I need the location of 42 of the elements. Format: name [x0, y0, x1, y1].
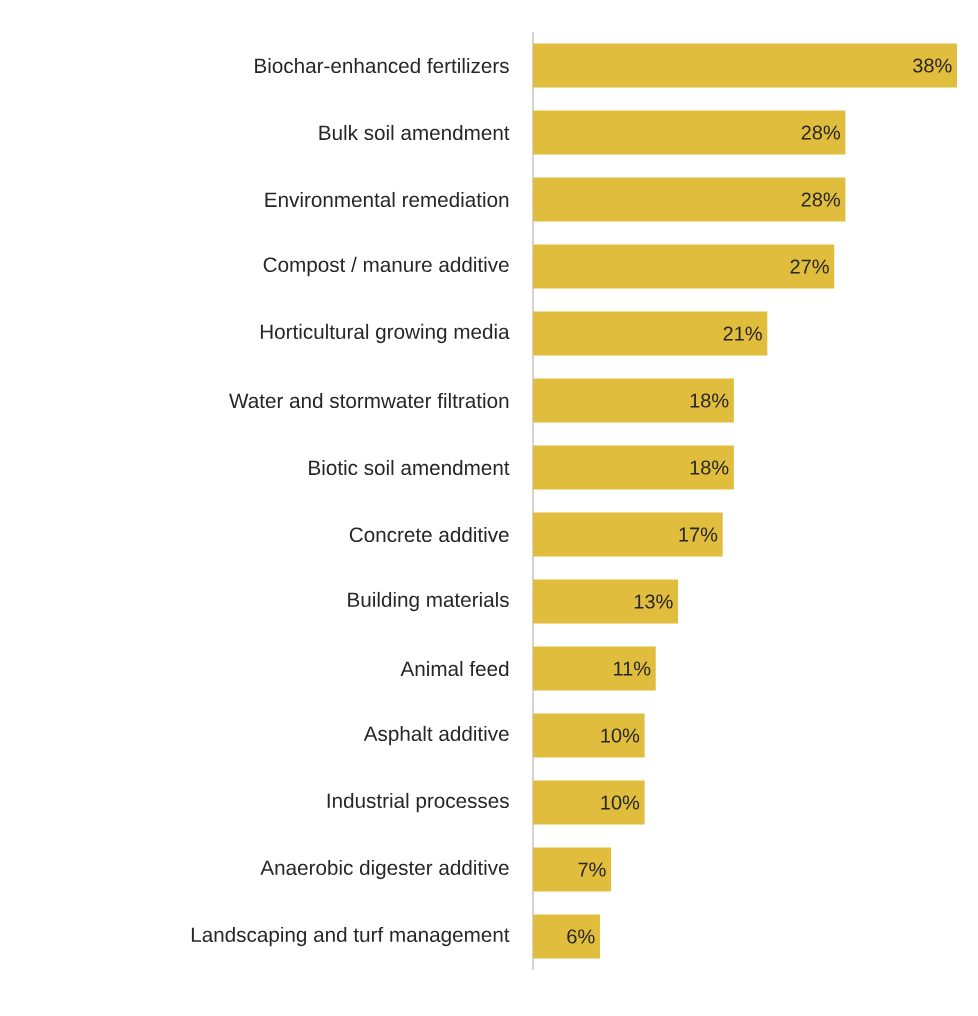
data-label: 38% — [913, 58, 952, 73]
data-label: 17% — [679, 527, 718, 542]
bar — [533, 646, 656, 691]
bar — [533, 244, 835, 289]
bar — [533, 847, 612, 892]
y-tick-label: Bulk soil amendment — [319, 124, 510, 141]
y-tick-label: Industrial processes — [327, 792, 509, 813]
data-label: 21% — [723, 326, 762, 341]
y-tick-label: Anaerobic digester additive — [260, 859, 509, 880]
bar — [533, 378, 734, 423]
bar — [533, 579, 679, 624]
y-tick-label: Environmental remediation — [265, 191, 509, 208]
bar — [533, 914, 600, 959]
y-tick-label: Compost / manure additive — [263, 256, 509, 277]
y-tick-label: Water and stormwater filtration — [229, 392, 509, 409]
data-label: 7% — [578, 862, 606, 877]
bar — [533, 512, 723, 557]
data-label: 13% — [634, 594, 673, 609]
y-tick-label: Landscaping and turf management — [191, 926, 510, 947]
bar — [533, 713, 645, 758]
data-label: 28% — [801, 192, 840, 207]
bar — [533, 110, 846, 155]
bar — [533, 780, 645, 825]
y-tick-label: Building materials — [348, 591, 509, 612]
data-label: 18% — [690, 460, 729, 475]
data-label: 10% — [601, 795, 640, 810]
bar — [533, 177, 846, 222]
y-tick-label: Biochar-enhanced fertilizers — [255, 57, 509, 74]
bar — [533, 311, 768, 356]
y-tick-label: Biotic soil amendment — [309, 459, 510, 476]
bar — [533, 43, 958, 88]
data-label: 6% — [567, 929, 595, 944]
data-label: 11% — [614, 661, 651, 676]
y-tick-label: Asphalt additive — [363, 725, 509, 746]
data-label: 18% — [690, 393, 729, 408]
data-label: 10% — [601, 728, 640, 743]
y-tick-label: Animal feed — [400, 660, 509, 677]
data-label: 27% — [790, 259, 829, 274]
y-tick-label: Concrete additive — [349, 526, 509, 543]
y-tick-label: Horticultural growing media — [260, 323, 510, 344]
data-label: 28% — [801, 125, 840, 140]
bar — [533, 445, 734, 490]
